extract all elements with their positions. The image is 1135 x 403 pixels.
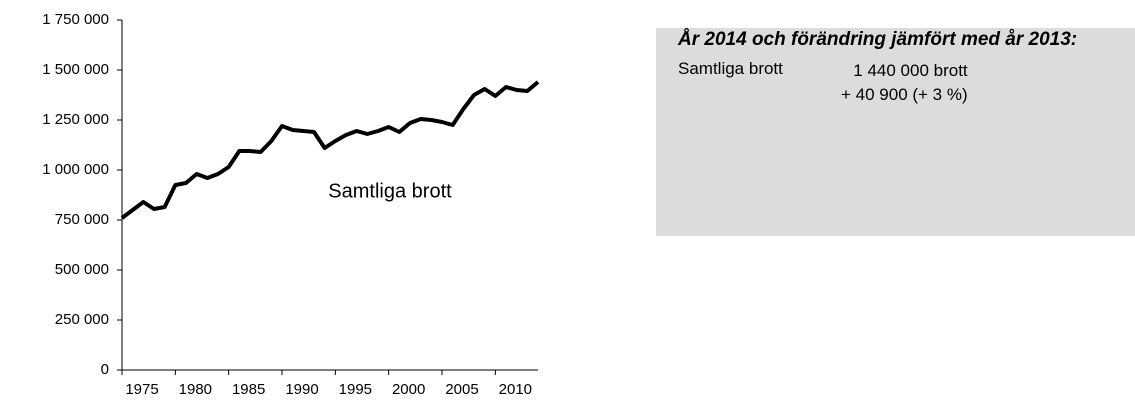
- info-title: År 2014 och förändring jämfört med år 20…: [678, 29, 1078, 50]
- y-tick-label: 500 000: [55, 261, 109, 278]
- data-line: [120, 80, 540, 220]
- info-values: 1 440 000 brott + 40 900 (+ 3 %): [841, 59, 968, 107]
- info-row: Samtliga brott 1 440 000 brott + 40 900 …: [678, 59, 1135, 107]
- info-value: 1 440 000 brott: [853, 61, 968, 80]
- x-tick-label: 1990: [285, 381, 318, 398]
- y-tick-label: 1 750 000: [42, 11, 109, 28]
- x-tick-label: 1980: [179, 381, 212, 398]
- x-tick-label: 2000: [392, 381, 425, 398]
- x-tick-label: 1995: [339, 381, 372, 398]
- info-label: Samtliga brott: [678, 59, 783, 78]
- x-tick-label: 2010: [499, 381, 532, 398]
- y-tick-label: 1 500 000: [42, 61, 109, 78]
- info-change: + 40 900 (+ 3 %): [841, 85, 968, 104]
- info-box: År 2014 och förändring jämfört med år 20…: [656, 28, 1135, 236]
- y-tick-label: 750 000: [55, 211, 109, 228]
- y-tick-label: 250 000: [55, 311, 109, 328]
- series-annotation: Samtliga brott: [328, 180, 452, 202]
- x-tick-label: 2005: [445, 381, 478, 398]
- y-tick-label: 0: [101, 361, 109, 378]
- x-tick-label: 1985: [232, 381, 265, 398]
- y-tick-label: 1 250 000: [42, 111, 109, 128]
- x-tick-label: 1975: [125, 381, 158, 398]
- y-tick-label: 1 000 000: [42, 161, 109, 178]
